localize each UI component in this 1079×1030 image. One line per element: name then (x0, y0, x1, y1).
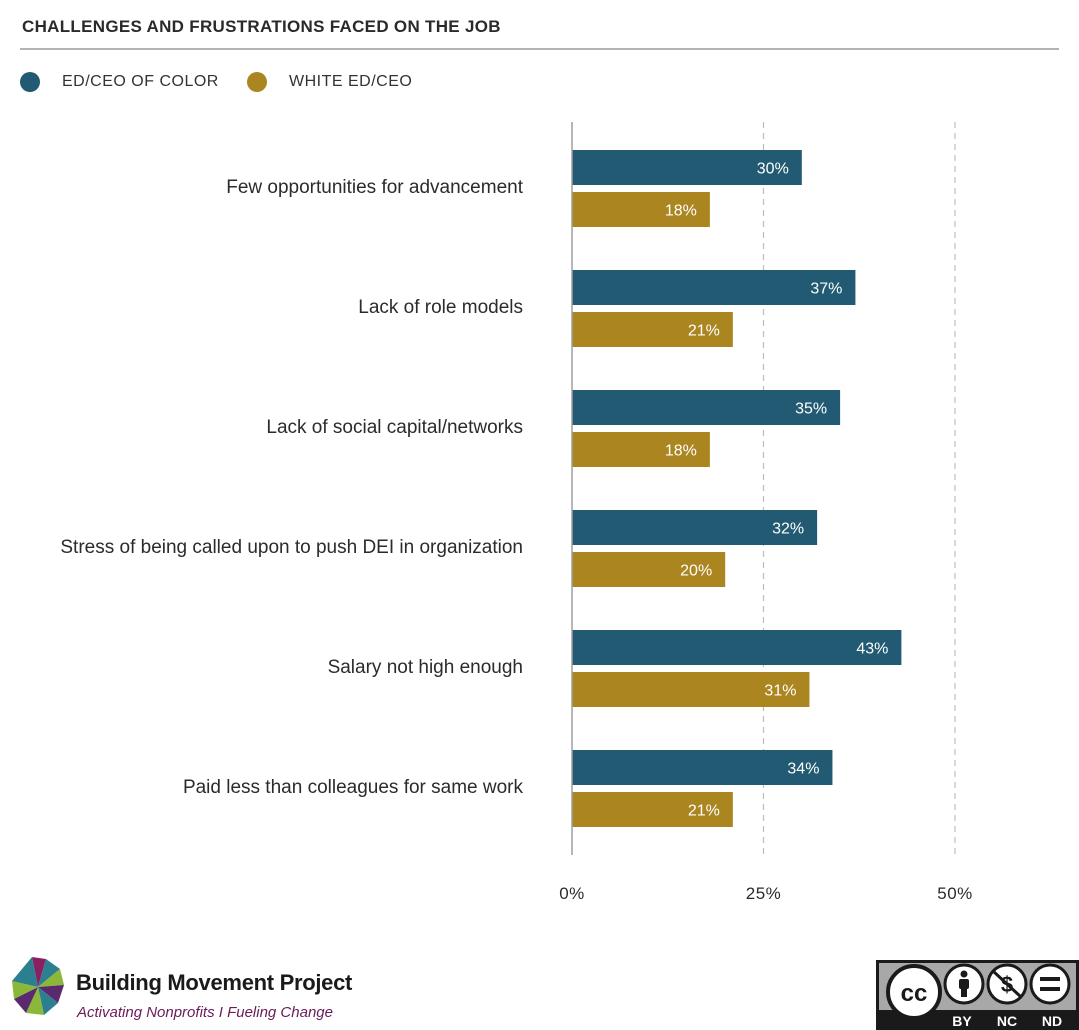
x-tick-label: 50% (937, 884, 973, 903)
chart-title: CHALLENGES AND FRUSTRATIONS FACED ON THE… (22, 17, 501, 36)
x-tick-label: 25% (746, 884, 782, 903)
bar-value-label: 37% (810, 281, 842, 298)
legend-item-series2: WHITE ED/CEO (247, 72, 412, 92)
legend-item-series1: ED/CEO OF COLOR (20, 72, 219, 92)
license-label-by: BY (952, 1013, 972, 1029)
svg-text:cc: cc (901, 980, 928, 1007)
legend-label-series1: ED/CEO OF COLOR (62, 73, 219, 90)
legend-label-series2: WHITE ED/CEO (289, 73, 413, 90)
bar-series2 (572, 552, 726, 587)
bar-value-label: 30% (757, 161, 789, 178)
bar-value-label: 20% (680, 563, 712, 580)
category-label: Salary not high enough (328, 657, 523, 678)
category-label: Few opportunities for advancement (226, 177, 523, 198)
cc-license-badge: cc $ BY NC ND (876, 960, 1079, 1030)
bar-series1 (572, 150, 802, 185)
bar-series2 (572, 432, 710, 467)
bar-value-label: 31% (764, 683, 796, 700)
bar-series1 (572, 750, 833, 785)
license-label-nd: ND (1042, 1013, 1062, 1029)
legend-swatch-series1 (20, 72, 40, 92)
nc-icon: $ (986, 963, 1028, 1005)
license-label-nc: NC (997, 1013, 1017, 1029)
bar-value-label: 21% (688, 803, 720, 820)
category-label: Paid less than colleagues for same work (183, 777, 524, 798)
bar-value-label: 43% (856, 641, 888, 658)
bar-series2 (572, 792, 733, 827)
cc-icon: cc (886, 964, 942, 1020)
org-name: Building Movement Project (76, 970, 353, 995)
bar-value-label: 21% (688, 323, 720, 340)
bar-series1 (572, 510, 818, 545)
category-label: Stress of being called upon to push DEI … (60, 537, 523, 558)
bar-series1 (572, 630, 902, 665)
bar-series1 (572, 270, 856, 305)
bar-value-label: 35% (795, 401, 827, 418)
category-label: Lack of social capital/networks (266, 417, 523, 438)
legend-swatch-series2 (247, 72, 267, 92)
org-tagline: Activating Nonprofits I Fueling Change (77, 1004, 333, 1021)
bar-value-label: 18% (665, 203, 697, 220)
building-movement-logo (12, 957, 64, 1015)
category-label: Lack of role models (358, 297, 523, 318)
bar-chart: Few opportunities for advancement 30% 18% L… (60, 122, 973, 903)
bar-series2 (572, 312, 733, 347)
bar-value-label: 32% (772, 521, 804, 538)
bar-series1 (572, 390, 841, 425)
by-icon (943, 963, 985, 1005)
bar-value-label: 34% (787, 761, 819, 778)
bar-series2 (572, 672, 810, 707)
nd-icon (1029, 963, 1071, 1005)
bar-series2 (572, 192, 710, 227)
title-divider (20, 48, 1059, 50)
bar-value-label: 18% (665, 443, 697, 460)
x-tick-label: 0% (559, 884, 585, 903)
